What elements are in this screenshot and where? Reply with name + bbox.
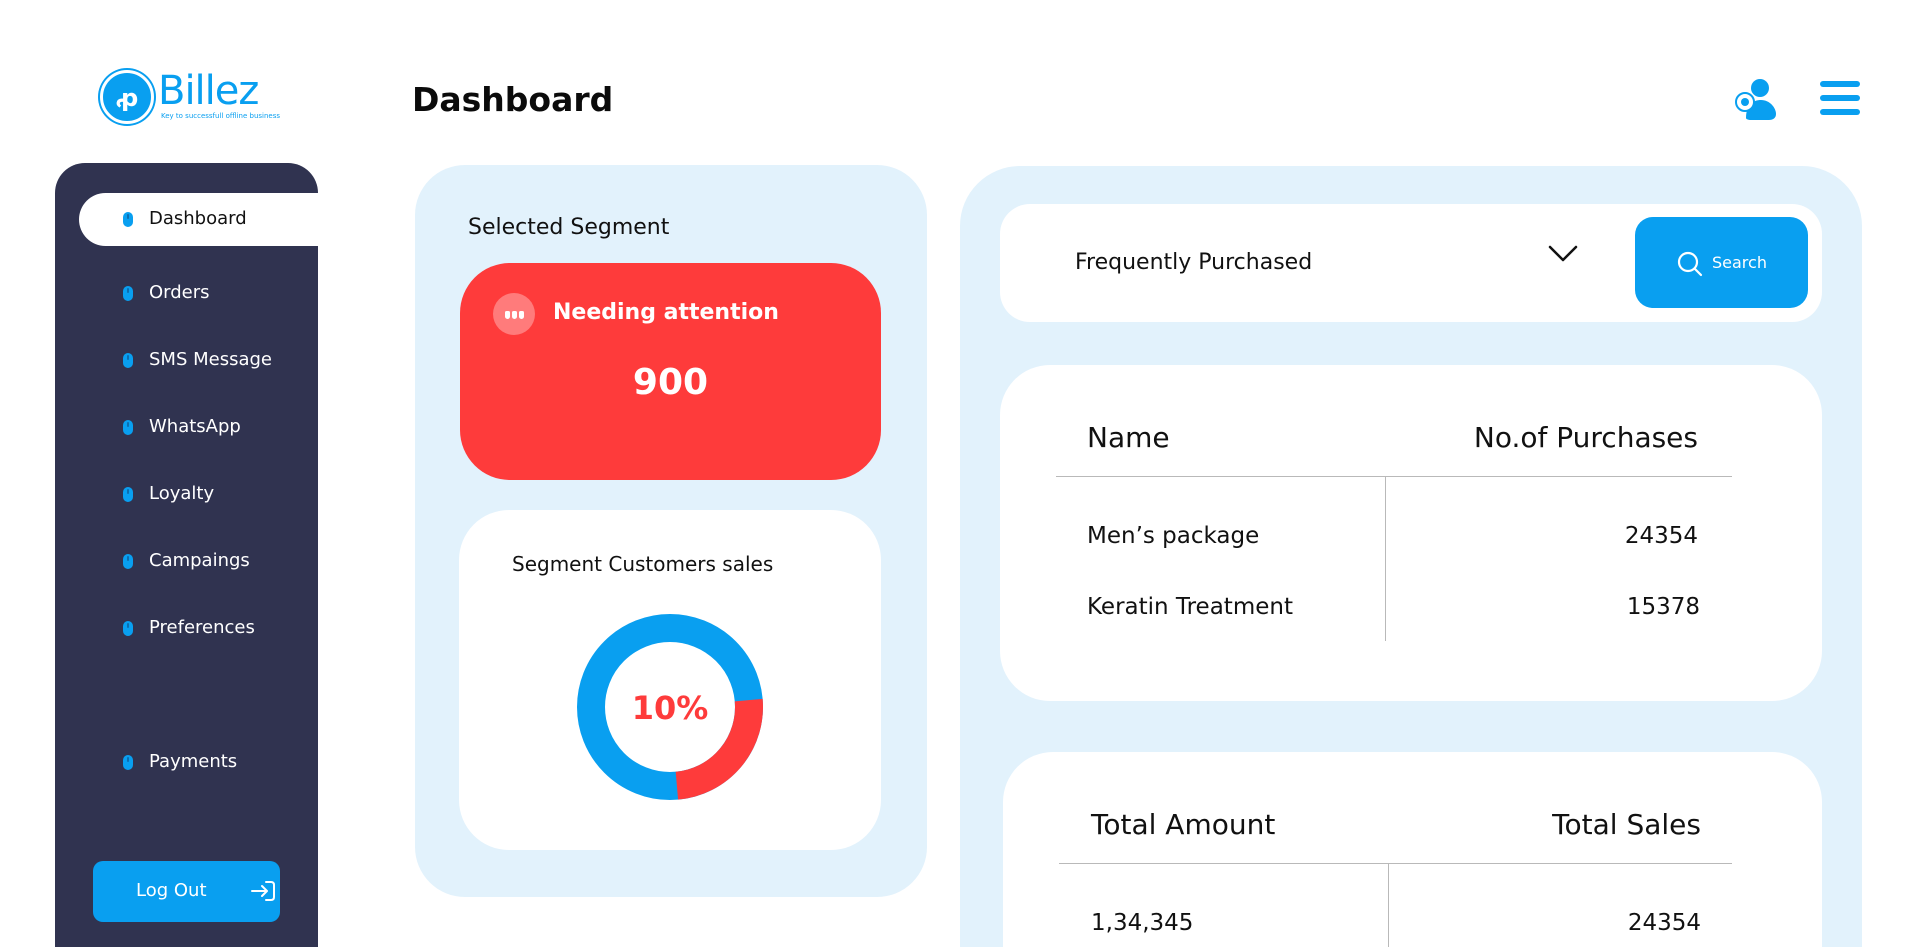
- page-title: Dashboard: [412, 80, 614, 119]
- table-header-divider: [1059, 863, 1732, 864]
- segment-sales-card: Segment Customers sales 10%: [459, 510, 881, 850]
- sales-donut-chart: 10%: [577, 614, 763, 800]
- logout-arrow-icon: [251, 881, 275, 901]
- sales-percentage: 10%: [631, 689, 709, 727]
- sidebar-item-sms-message[interactable]: SMS Message: [79, 334, 318, 387]
- segment-title: Selected Segment: [468, 215, 670, 240]
- sidebar-item-payments[interactable]: Payments: [79, 736, 318, 789]
- sidebar-item-campaings[interactable]: Campaings: [79, 535, 318, 588]
- sidebar-item-label: Orders: [149, 282, 210, 303]
- nav-dot-icon: [123, 554, 133, 569]
- table-cell-name: Men’s package: [1087, 523, 1260, 549]
- purchases-table: Name No.of Purchases Men’s package 24354…: [1000, 365, 1822, 701]
- table-column-divider: [1385, 477, 1386, 641]
- sidebar-item-orders[interactable]: Orders: [79, 267, 318, 320]
- table-header-purchases: No.of Purchases: [1473, 421, 1698, 454]
- sales-card-title: Segment Customers sales: [512, 552, 774, 576]
- table-cell-total-amount: 1,34,345: [1091, 910, 1194, 936]
- table-cell-total-sales: 24354: [1627, 910, 1701, 936]
- attention-label: Needing attention: [553, 300, 779, 325]
- logo-mark-icon: ꝓ: [100, 70, 154, 124]
- table-header-total-sales: Total Sales: [1552, 808, 1701, 841]
- sidebar-item-whatsapp[interactable]: WhatsApp: [79, 401, 318, 454]
- alert-icon: [493, 293, 535, 335]
- brand-logo[interactable]: ꝓ Billez Key to successfull offline busi…: [100, 68, 280, 126]
- sidebar-item-label: WhatsApp: [149, 416, 241, 437]
- hamburger-menu-icon[interactable]: [1820, 81, 1860, 117]
- sidebar-item-loyalty[interactable]: Loyalty: [79, 468, 318, 521]
- nav-dot-icon: [123, 212, 133, 227]
- search-icon: [1677, 251, 1703, 277]
- filter-bar: Frequently Purchased Search: [1000, 204, 1822, 322]
- chevron-down-icon[interactable]: [1548, 244, 1578, 264]
- logout-label: Log Out: [136, 880, 207, 901]
- needing-attention-card[interactable]: Needing attention 900: [460, 263, 881, 480]
- table-cell-purchases: 24354: [1624, 523, 1698, 549]
- sidebar-item-label: Payments: [149, 751, 238, 772]
- attention-count: 900: [632, 362, 709, 403]
- table-cell-name: Keratin Treatment: [1087, 594, 1293, 620]
- segment-panel: Selected Segment Needing attention 900 S…: [415, 165, 927, 897]
- logout-button[interactable]: Log Out: [93, 861, 280, 922]
- donut-segment: [675, 698, 763, 800]
- sidebar-item-dashboard[interactable]: Dashboard: [79, 193, 318, 246]
- profile-icon[interactable]: [1733, 78, 1779, 122]
- nav-dot-icon: [123, 353, 133, 368]
- nav-dot-icon: [123, 487, 133, 502]
- nav-dot-icon: [123, 286, 133, 301]
- table-cell-purchases: 15378: [1626, 594, 1700, 620]
- sidebar-item-label: Campaings: [149, 550, 250, 571]
- search-button[interactable]: Search: [1635, 217, 1808, 308]
- table-header-total-amount: Total Amount: [1091, 808, 1276, 841]
- products-panel: Frequently Purchased Search Name No.of P…: [960, 166, 1862, 947]
- segment-dropdown[interactable]: Frequently Purchased: [1075, 250, 1313, 275]
- table-header-name: Name: [1087, 421, 1170, 454]
- sidebar: Dashboard Orders SMS Message WhatsApp Lo…: [55, 163, 318, 947]
- search-button-label: Search: [1712, 253, 1767, 272]
- sidebar-item-label: Dashboard: [149, 208, 247, 229]
- nav-dot-icon: [123, 621, 133, 636]
- totals-table: Total Amount Total Sales 1,34,345 24354: [1003, 752, 1822, 947]
- sidebar-item-label: SMS Message: [149, 349, 272, 370]
- brand-tagline: Key to successfull offline business: [161, 112, 281, 120]
- nav-dot-icon: [123, 420, 133, 435]
- sidebar-item-label: Loyalty: [149, 483, 215, 504]
- sidebar-item-label: Preferences: [149, 617, 255, 638]
- nav-dot-icon: [123, 755, 133, 770]
- brand-name: Billez: [158, 68, 259, 114]
- table-column-divider: [1388, 864, 1389, 947]
- sidebar-item-preferences[interactable]: Preferences: [79, 602, 318, 655]
- table-header-divider: [1056, 476, 1732, 477]
